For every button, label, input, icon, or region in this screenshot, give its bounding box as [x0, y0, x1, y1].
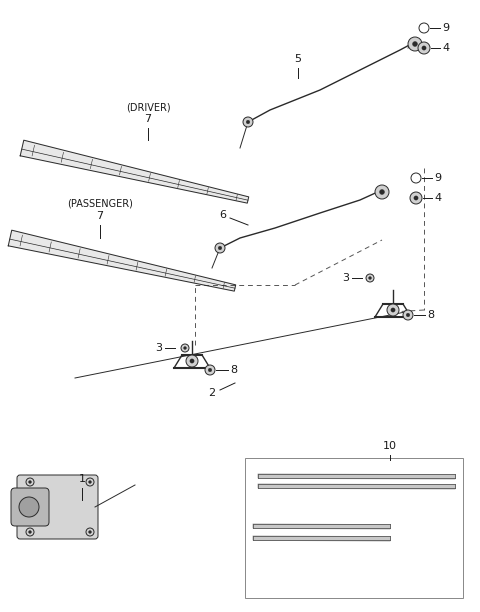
Text: 1: 1 [79, 474, 85, 484]
Polygon shape [258, 484, 455, 489]
Text: 9: 9 [434, 173, 441, 183]
Circle shape [26, 528, 34, 536]
Circle shape [205, 365, 215, 375]
FancyBboxPatch shape [17, 475, 98, 539]
Text: 9: 9 [442, 23, 449, 33]
Circle shape [208, 368, 212, 371]
Circle shape [26, 478, 34, 486]
Circle shape [380, 190, 384, 195]
Text: 4: 4 [434, 193, 441, 203]
Text: 7: 7 [144, 114, 152, 124]
Text: 3: 3 [155, 343, 162, 353]
Text: 8: 8 [230, 365, 237, 375]
Circle shape [387, 304, 399, 316]
Circle shape [375, 185, 389, 199]
Text: (DRIVER): (DRIVER) [126, 102, 170, 112]
Circle shape [181, 344, 189, 352]
Polygon shape [253, 536, 390, 541]
Circle shape [29, 480, 31, 483]
Circle shape [412, 42, 418, 47]
Text: 6: 6 [219, 210, 226, 220]
Circle shape [19, 497, 39, 517]
Text: (PASSENGER): (PASSENGER) [67, 199, 133, 209]
Text: 3: 3 [342, 273, 349, 283]
Circle shape [89, 531, 91, 534]
Polygon shape [8, 230, 236, 291]
Polygon shape [20, 140, 249, 203]
Circle shape [86, 478, 94, 486]
Circle shape [391, 308, 395, 312]
Circle shape [183, 346, 186, 349]
Circle shape [369, 277, 372, 280]
Circle shape [408, 37, 422, 51]
Polygon shape [253, 524, 390, 529]
Circle shape [406, 313, 410, 317]
Circle shape [215, 243, 225, 253]
Circle shape [29, 531, 31, 534]
Text: 4: 4 [442, 43, 449, 53]
Circle shape [218, 246, 222, 250]
FancyBboxPatch shape [11, 488, 49, 526]
Circle shape [414, 196, 418, 200]
Circle shape [418, 42, 430, 54]
Circle shape [243, 117, 253, 127]
Text: 7: 7 [96, 211, 104, 221]
Circle shape [403, 310, 413, 320]
Text: 5: 5 [295, 54, 301, 64]
Text: 8: 8 [427, 310, 434, 320]
Polygon shape [258, 474, 455, 479]
Circle shape [186, 355, 198, 367]
Bar [245, 458, 463, 598]
Circle shape [89, 480, 91, 483]
Circle shape [410, 192, 422, 204]
Text: 10: 10 [383, 441, 397, 451]
Circle shape [190, 359, 194, 363]
Circle shape [422, 46, 426, 50]
Text: 2: 2 [208, 388, 215, 398]
Circle shape [246, 120, 250, 124]
Circle shape [366, 274, 374, 282]
Circle shape [86, 528, 94, 536]
